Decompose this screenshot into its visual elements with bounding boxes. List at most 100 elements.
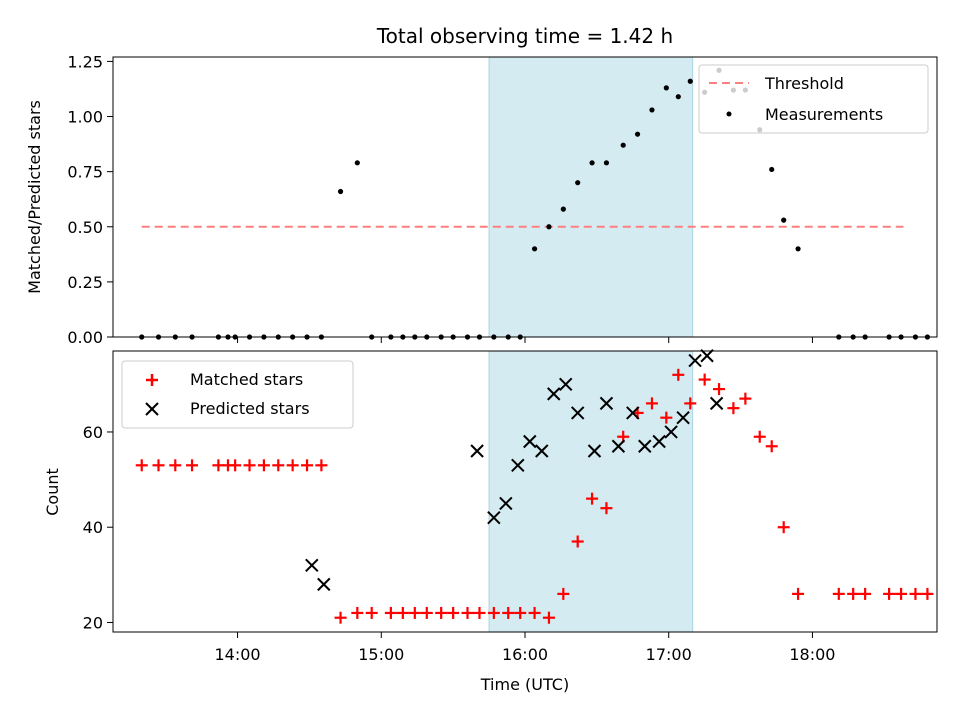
- measurement-point: [354, 160, 360, 166]
- matched-star-point: [514, 606, 527, 619]
- legend-matched-swatch: [146, 374, 158, 386]
- predicted-star-point: [487, 510, 501, 525]
- measurement-point: [560, 206, 566, 212]
- matched-star-point: [502, 606, 515, 619]
- predicted-star-point: [709, 396, 724, 411]
- matched-star-point: [408, 606, 421, 619]
- matched-star-point: [351, 606, 364, 619]
- measurement-point: [781, 217, 787, 223]
- predicted-star-point: [570, 406, 585, 420]
- matched-star-point: [571, 535, 584, 548]
- predicted-stars-series: [305, 349, 724, 592]
- predicted-star-point: [688, 353, 702, 368]
- x-tick-label: 17:00: [646, 645, 692, 664]
- measurement-point: [575, 180, 581, 186]
- matched-star-point: [272, 459, 285, 472]
- matched-star-point: [727, 402, 740, 415]
- matched-star-point: [753, 430, 766, 443]
- predicted-star-point: [499, 496, 513, 511]
- matched-star-point: [301, 459, 314, 472]
- matched-star-point: [909, 587, 922, 600]
- bottom-legend-box: [121, 360, 354, 429]
- matched-stars-series: [135, 368, 934, 624]
- x-tick-label: 18:00: [789, 645, 835, 664]
- matched-star-point: [557, 587, 570, 600]
- matched-star-point: [334, 611, 347, 624]
- matched-star-point: [660, 411, 673, 424]
- matched-star-point: [672, 368, 685, 381]
- measurement-point: [663, 85, 669, 91]
- predicted-star-point: [676, 410, 690, 425]
- matched-star-point: [600, 502, 613, 515]
- top-y-ticks: 0.00 0.25 0.50 0.75 1.00 1.25: [67, 52, 113, 347]
- legend-measurements-label: Measurements: [765, 105, 883, 124]
- measurement-point: [769, 166, 775, 173]
- matched-star-point: [229, 459, 242, 472]
- matched-star-point: [921, 587, 934, 600]
- x-tick-label: 14:00: [215, 645, 261, 664]
- y-tick-label: 40: [83, 518, 103, 537]
- predicted-star-point: [626, 406, 640, 420]
- y-tick-label: 1.25: [67, 52, 103, 71]
- predicted-star-point: [305, 558, 319, 573]
- measurement-point: [620, 142, 626, 148]
- bottom-shaded-interval: [488, 350, 694, 633]
- matched-star-point: [832, 587, 845, 600]
- matched-star-point: [169, 459, 182, 472]
- measurement-point: [634, 131, 641, 137]
- predicted-star-point: [599, 396, 614, 411]
- legend-measurements-swatch: [726, 111, 732, 117]
- y-tick-label: 20: [83, 613, 103, 632]
- x-axis-label: Time (UTC): [480, 675, 569, 694]
- bottom-legend: Matched stars Predicted stars: [121, 360, 354, 429]
- predicted-star-point: [559, 377, 573, 392]
- matched-star-point: [135, 459, 148, 472]
- measurement-point: [531, 246, 538, 252]
- matched-star-point: [895, 587, 908, 600]
- matched-star-point: [435, 606, 448, 619]
- measurement-point: [603, 160, 610, 166]
- matched-star-point: [792, 587, 805, 600]
- matched-star-point: [186, 459, 199, 472]
- matched-star-point: [739, 392, 752, 405]
- predicted-star-point: [638, 439, 652, 453]
- matched-star-point: [487, 606, 500, 619]
- bottom-y-ticks: 20 40 60: [83, 423, 113, 632]
- matched-star-point: [243, 459, 256, 472]
- top-legend: Threshold Measurements: [698, 64, 929, 134]
- matched-star-point: [447, 606, 460, 619]
- predicted-star-point: [587, 444, 602, 458]
- matched-star-point: [542, 611, 555, 624]
- measurement-point: [795, 246, 801, 252]
- predicted-star-point: [535, 444, 549, 458]
- measurement-point: [546, 224, 552, 230]
- top-shaded-interval: [488, 56, 694, 338]
- predicted-star-point: [317, 577, 331, 592]
- measurement-point: [687, 78, 693, 84]
- x-tick-label: 15:00: [358, 645, 404, 664]
- y-tick-label: 0.00: [67, 328, 103, 347]
- chart-title: Total observing time = 1.42 h: [376, 24, 673, 48]
- legend-predicted-swatch: [145, 402, 159, 416]
- y-tick-label: 0.50: [67, 218, 103, 237]
- measurement-point: [337, 188, 344, 195]
- matched-star-point: [586, 492, 599, 505]
- matched-star-point: [713, 383, 726, 396]
- matched-star-point: [698, 373, 711, 386]
- matched-star-point: [315, 459, 328, 472]
- legend-matched-label: Matched stars: [190, 370, 303, 389]
- predicted-star-point: [511, 458, 525, 473]
- matched-star-point: [528, 606, 541, 619]
- matched-star-point: [152, 459, 165, 472]
- legend-threshold-label: Threshold: [764, 74, 844, 93]
- x-tick-label: 16:00: [502, 645, 548, 664]
- bottom-y-axis-label: Count: [43, 468, 62, 516]
- y-tick-label: 60: [83, 423, 103, 442]
- matched-star-point: [257, 459, 270, 472]
- matched-star-point: [684, 397, 697, 410]
- predicted-star-point: [664, 425, 678, 439]
- bottom-panel: 20 40 60 14:00 15:00 16:00 17:00 18:00 Count T…: [43, 349, 938, 694]
- predicted-star-point: [652, 434, 666, 449]
- predicted-star-point: [547, 387, 561, 401]
